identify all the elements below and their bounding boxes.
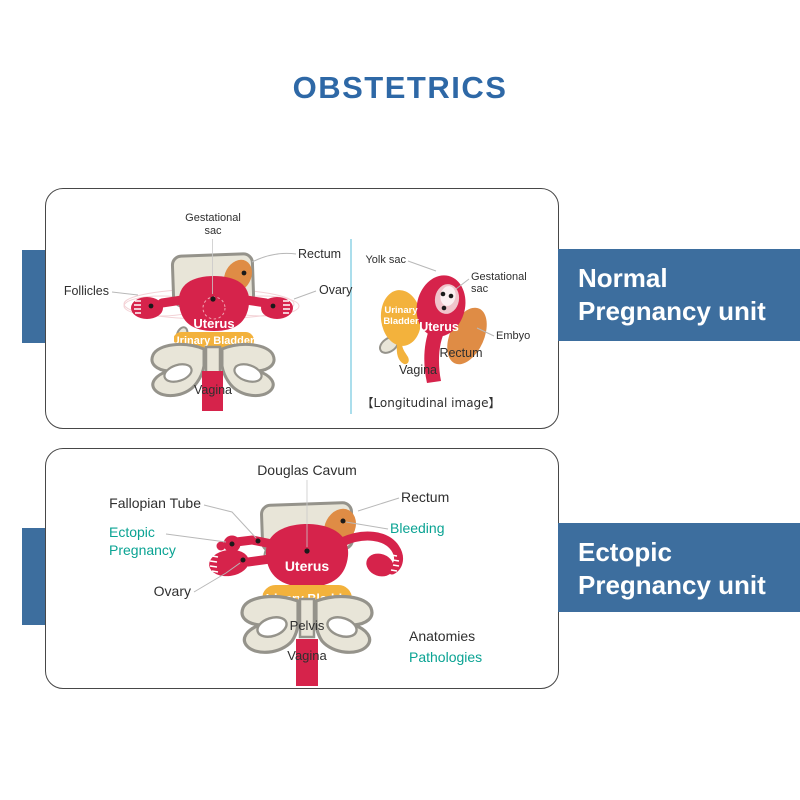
- ectopic-pregnancy-banner: Ectopic Pregnancy unit: [558, 523, 800, 612]
- vagina-label: Vagina: [194, 383, 232, 397]
- left-accent-bar-ectopic: [22, 528, 48, 625]
- leader-line: [251, 252, 297, 263]
- ovary-label: Ovary: [319, 283, 353, 297]
- leader-line: [476, 327, 495, 337]
- bleeding-label: Bleeding: [390, 520, 445, 536]
- marker-dot: [340, 518, 346, 524]
- leader-line: [345, 521, 389, 530]
- ovary-left-shape: [209, 549, 249, 577]
- banner-line: Pregnancy unit: [578, 296, 766, 326]
- urinary-bladder-shape: [380, 290, 422, 346]
- uterus-label: Uterus: [285, 558, 330, 574]
- fimbriae-left: [134, 300, 141, 314]
- vagina-shape: [296, 639, 318, 686]
- banner-line: Normal: [578, 263, 668, 293]
- leader-line: [165, 533, 227, 543]
- ovary-label: Ovary: [154, 583, 191, 599]
- normal-pregnancy-banner: Normal Pregnancy unit: [558, 249, 800, 341]
- leader-line: [203, 504, 257, 539]
- legend-anatomies: Anatomies: [409, 628, 475, 644]
- marker-dot: [448, 293, 454, 299]
- marker-dot: [241, 270, 247, 276]
- embryo-label: Embyo: [496, 330, 530, 342]
- pelvis-cutout-right: [326, 616, 358, 638]
- rectum-label: Rectum: [298, 247, 341, 261]
- left-accent-bar-normal: [22, 250, 48, 343]
- fimbriae-right: [390, 554, 400, 572]
- frontal-view: Uterus Urinary Bladder Vagina Gestationa…: [64, 212, 353, 411]
- pelvis-cutout-left: [256, 616, 288, 638]
- gestational-sac-label: Gestational: [471, 271, 527, 283]
- vagina-shape: [202, 371, 223, 411]
- fallopian-tube-left: [157, 295, 187, 308]
- pelvis-cutout-right: [233, 363, 263, 383]
- leader-line: [455, 278, 470, 290]
- pelvis-label: Pelvis: [290, 618, 325, 633]
- gestational-sac-label: sac: [204, 225, 222, 237]
- fimbriae-left: [209, 555, 219, 573]
- vagina-label: Vagina: [287, 648, 327, 663]
- longitudinal-caption: 【Longitudinal image】: [361, 396, 500, 410]
- uterus-shape: [178, 276, 250, 331]
- vagina-label: Vagina: [399, 363, 437, 377]
- marker-dot: [440, 291, 446, 297]
- ectopic-pregnancy-label: Pregnancy: [109, 542, 176, 558]
- leader-line: [111, 291, 139, 296]
- leader-line: [193, 562, 241, 593]
- follicles-label: Follicles: [64, 284, 109, 298]
- fimbriae-right: [283, 300, 290, 314]
- uterus-shape: [265, 524, 349, 587]
- marker-dot: [270, 303, 276, 309]
- banner-line: Pregnancy unit: [578, 570, 766, 600]
- urinary-bladder-label: Bladder: [383, 316, 419, 327]
- ovary-right-shape: [366, 553, 394, 577]
- fallopian-tube-label: Fallopian Tube: [109, 495, 201, 511]
- normal-pregnancy-diagram: Uterus Urinary Bladder Vagina Gestationa…: [64, 212, 530, 414]
- leader-line: [407, 260, 437, 272]
- urinary-bladder-label: Urinary: [384, 305, 418, 316]
- pelvis-cutout-left: [163, 363, 193, 383]
- urethra-shape: [396, 343, 409, 365]
- amniotic-sac-shape: [440, 286, 456, 306]
- fallopian-tube-right: [241, 295, 271, 308]
- ectopic-pregnancy-card: Uterus Urinary Bladder Pelvis Vagina Dou…: [45, 448, 559, 689]
- legend-pathologies: Pathologies: [409, 649, 482, 665]
- marker-dot: [210, 296, 216, 302]
- banner-line: Ectopic: [578, 537, 672, 567]
- marker-dot: [441, 305, 447, 311]
- tube-curl-left: [216, 541, 226, 551]
- uterus-label: Uterus: [193, 316, 234, 331]
- pelvic-canal-shape: [298, 597, 316, 639]
- gestational-sac-label: sac: [471, 283, 489, 295]
- leader-line: [357, 497, 400, 512]
- marker-dot: [229, 541, 235, 547]
- fallopian-tube-left: [231, 535, 277, 549]
- yolk-sac-label: Yolk sac: [365, 254, 406, 266]
- gestational-sac-label: Gestational: [185, 212, 241, 224]
- vagina-canal-shape: [424, 327, 446, 383]
- marker-dot: [240, 557, 246, 563]
- ectopic-pregnancy-diagram: Uterus Urinary Bladder Pelvis Vagina Dou…: [109, 462, 482, 686]
- page-title: OBSTETRICS: [292, 70, 508, 105]
- uterus-label: Uterus: [419, 320, 459, 334]
- longitudinal-view: Urinary Bladder Uterus Rectum Vagina Yol…: [361, 254, 530, 410]
- rectum-label: Rectum: [401, 489, 449, 505]
- leader-line: [293, 290, 317, 300]
- marker-dot: [304, 548, 310, 554]
- normal-pregnancy-card: Uterus Urinary Bladder Vagina Gestationa…: [45, 188, 559, 429]
- douglas-cavum-label: Douglas Cavum: [257, 462, 357, 478]
- rectum-label: Rectum: [439, 346, 482, 360]
- marker-dot: [148, 303, 154, 309]
- marker-dot: [255, 538, 261, 544]
- ovarian-ligament-left: [243, 554, 275, 567]
- ectopic-pregnancy-label: Ectopic: [109, 524, 155, 540]
- ectopic-frontal-view: Uterus Urinary Bladder Pelvis Vagina Dou…: [109, 462, 482, 686]
